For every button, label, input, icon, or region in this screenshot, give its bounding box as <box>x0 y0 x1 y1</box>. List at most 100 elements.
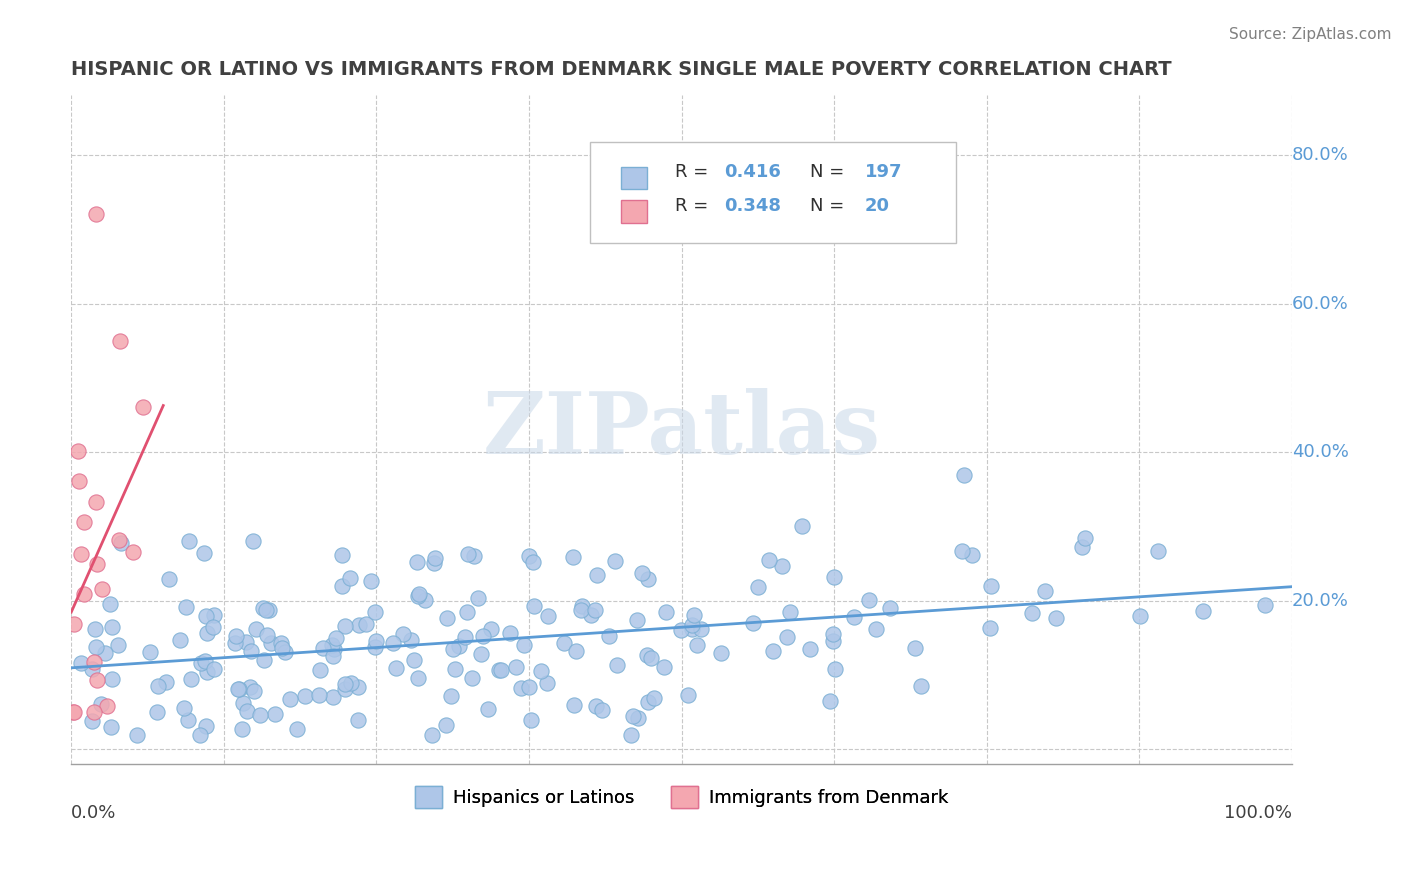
Point <box>681 618 703 632</box>
Point <box>232 696 254 710</box>
Point <box>330 549 353 563</box>
Point <box>360 574 382 589</box>
Point <box>477 702 499 716</box>
Point <box>249 708 271 723</box>
Point <box>980 579 1002 593</box>
Point <box>910 679 932 693</box>
Point <box>571 603 593 617</box>
Point <box>790 519 813 533</box>
Point <box>821 627 844 641</box>
Point <box>1192 604 1215 618</box>
Point <box>422 556 444 570</box>
Point <box>536 675 558 690</box>
Point <box>585 699 607 714</box>
Point <box>1147 544 1170 558</box>
Point <box>579 607 602 622</box>
Text: R =: R = <box>675 163 714 181</box>
Point <box>83 656 105 670</box>
Point <box>879 601 901 615</box>
Point <box>710 646 733 660</box>
Point <box>84 207 107 221</box>
Point <box>637 572 659 586</box>
Point <box>471 629 494 643</box>
Point <box>70 656 93 670</box>
Point <box>523 599 546 614</box>
Point <box>463 549 485 563</box>
Point <box>188 727 211 741</box>
FancyBboxPatch shape <box>620 201 647 222</box>
Point <box>231 723 253 737</box>
Point <box>245 622 267 636</box>
Point <box>243 684 266 698</box>
Point <box>636 648 658 662</box>
Point <box>173 701 195 715</box>
Point <box>108 533 131 547</box>
Point <box>90 698 112 712</box>
Point <box>392 627 415 641</box>
Point <box>585 567 607 582</box>
Point <box>640 651 662 665</box>
Point <box>505 660 527 674</box>
Point <box>364 640 387 654</box>
Point <box>467 591 489 605</box>
Point <box>146 705 169 719</box>
Text: Source: ZipAtlas.com: Source: ZipAtlas.com <box>1229 27 1392 42</box>
Point <box>204 607 226 622</box>
Text: 0.0%: 0.0% <box>72 805 117 822</box>
Point <box>63 705 86 719</box>
Point <box>420 727 443 741</box>
Point <box>83 705 105 719</box>
Point <box>84 623 107 637</box>
Point <box>93 646 115 660</box>
Point <box>962 549 984 563</box>
Point <box>456 605 478 619</box>
Point <box>84 494 107 508</box>
Point <box>423 551 446 566</box>
Point <box>256 628 278 642</box>
Point <box>254 603 277 617</box>
Point <box>86 673 108 687</box>
Point <box>252 601 274 615</box>
Point <box>669 623 692 637</box>
Point <box>779 605 801 619</box>
Point <box>591 703 613 717</box>
Text: N =: N = <box>810 163 849 181</box>
Point <box>235 634 257 648</box>
Point <box>1073 532 1095 546</box>
FancyBboxPatch shape <box>591 142 956 243</box>
Point <box>73 587 96 601</box>
Point <box>193 546 215 560</box>
Point <box>823 569 845 583</box>
Text: 40.0%: 40.0% <box>1292 443 1348 461</box>
Text: 80.0%: 80.0% <box>1292 146 1348 164</box>
Point <box>274 645 297 659</box>
Point <box>86 557 108 571</box>
Point <box>824 662 846 676</box>
Point <box>842 610 865 624</box>
Point <box>479 622 502 636</box>
Point <box>449 639 471 653</box>
Point <box>553 635 575 649</box>
Point <box>98 597 121 611</box>
Point <box>67 474 90 488</box>
Point <box>285 723 308 737</box>
Point <box>517 681 540 695</box>
Point <box>63 616 86 631</box>
Point <box>195 665 218 679</box>
Point <box>80 662 103 676</box>
Point <box>522 555 544 569</box>
Point <box>101 620 124 634</box>
Point <box>821 633 844 648</box>
Point <box>408 587 430 601</box>
Point <box>263 706 285 721</box>
Point <box>621 709 644 723</box>
Point <box>325 632 347 646</box>
Point <box>107 638 129 652</box>
Point <box>127 727 149 741</box>
Point <box>742 616 765 631</box>
Point <box>84 640 107 654</box>
Point <box>226 681 249 696</box>
Point <box>457 547 479 561</box>
Point <box>253 653 276 667</box>
Point <box>510 681 533 696</box>
